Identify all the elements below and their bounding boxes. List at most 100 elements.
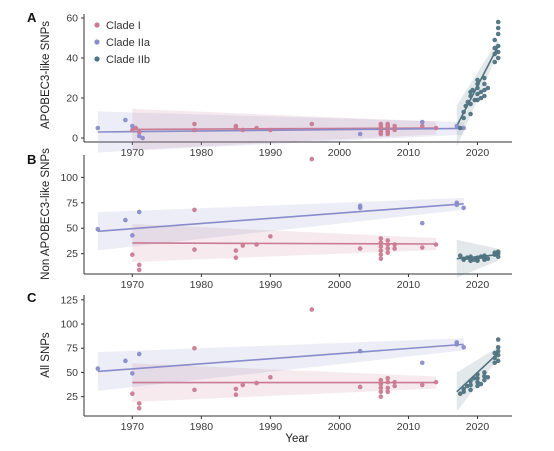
point-clade-iia — [461, 344, 466, 350]
point-clade-iib — [475, 91, 480, 97]
point-clade-i — [378, 244, 384, 249]
point-clade-iia — [123, 358, 128, 364]
point-clade-iib — [471, 375, 477, 381]
point-clade-i — [392, 127, 397, 133]
point-clade-iib — [495, 25, 501, 31]
fit-line-clade-iia — [97, 127, 464, 133]
x-tick-label: 1980 — [190, 147, 214, 159]
point-clade-iib — [478, 254, 484, 260]
point-clade-iib — [492, 355, 498, 361]
point-clade-i — [385, 242, 391, 247]
y-tick-label: 75 — [66, 197, 78, 209]
point-clade-iib — [475, 81, 480, 87]
point-clade-iib — [495, 19, 501, 25]
x-tick-label: 2000 — [328, 421, 352, 433]
x-tick-label: 1970 — [121, 421, 145, 433]
point-clade-iib — [475, 255, 480, 261]
point-clade-iia — [95, 366, 101, 371]
point-clade-i — [385, 375, 391, 381]
point-clade-iib — [478, 89, 484, 95]
point-clade-iib — [495, 348, 501, 354]
point-clade-i — [192, 387, 197, 393]
point-clade-iib — [468, 111, 473, 117]
point-clade-i — [419, 245, 425, 250]
point-clade-i — [392, 383, 397, 389]
point-clade-iib — [485, 374, 491, 380]
point-clade-i — [130, 391, 135, 397]
point-clade-iib — [495, 43, 501, 49]
point-clade-iib — [457, 125, 463, 131]
confidence-band-clade-iia — [97, 111, 464, 153]
x-tick-label: 1990 — [259, 279, 283, 291]
point-clade-i — [357, 384, 363, 390]
point-clade-i — [392, 246, 397, 251]
point-clade-iia — [130, 371, 135, 376]
point-clade-iib — [495, 344, 501, 350]
point-clade-iib — [468, 387, 473, 393]
plot-area: 0 20 40 60 1970 1980 1990 2000 2010 2020 25 50 75 100… — [60, 13, 512, 433]
x-axis-title: Year — [285, 433, 308, 445]
y-tick-label: 40 — [66, 53, 78, 65]
point-clade-iib — [495, 249, 501, 254]
point-clade-i — [254, 380, 259, 386]
point-clade-i — [419, 382, 425, 388]
point-clade-iib — [485, 256, 491, 262]
point-clade-i — [136, 262, 142, 268]
point-clade-iib — [482, 374, 487, 379]
point-clade-iia — [136, 133, 142, 139]
y-tick-label: 0 — [72, 133, 78, 145]
point-clade-iib — [475, 375, 480, 381]
point-clade-i — [385, 121, 391, 127]
x-tick-label: 1970 — [121, 147, 145, 159]
legend-marker-clade-iia — [94, 39, 100, 45]
panel-a-ylabel: APOBEC3-like SNPs — [40, 21, 52, 129]
point-clade-iib — [495, 49, 501, 55]
x-tick-label: 2020 — [466, 279, 490, 291]
point-clade-iib — [495, 352, 501, 358]
point-clade-iib — [475, 77, 480, 83]
y-tick-label: 100 — [60, 319, 78, 331]
point-clade-i — [385, 389, 391, 395]
y-tick-label: 50 — [66, 223, 78, 235]
point-clade-i — [392, 242, 397, 247]
point-clade-i — [268, 127, 273, 133]
point-clade-i — [392, 379, 397, 385]
point-clade-iia — [454, 200, 460, 206]
point-clade-iia — [140, 135, 145, 141]
x-tick-label: 2010 — [397, 279, 421, 291]
point-clade-iia — [419, 220, 425, 226]
point-clade-iib — [475, 383, 480, 389]
point-clade-iib — [492, 250, 498, 255]
x-tick-label: 2010 — [397, 147, 421, 159]
x-tick-label: 1990 — [259, 421, 283, 433]
x-tick-label: 2020 — [466, 421, 490, 433]
point-clade-iia — [419, 119, 425, 125]
point-clade-iib — [468, 378, 473, 384]
point-clade-iia — [419, 360, 425, 366]
point-clade-iia — [95, 226, 101, 232]
fit-line-clade-i — [132, 127, 437, 131]
point-clade-iib — [492, 350, 498, 356]
point-clade-iib — [495, 55, 501, 61]
point-clade-i — [385, 379, 391, 385]
y-tick-label: 100 — [60, 172, 78, 184]
point-clade-i — [240, 243, 246, 248]
fit-line-clade-iia — [97, 343, 464, 373]
x-tick-label: 1980 — [190, 421, 214, 433]
point-clade-i — [268, 374, 273, 380]
point-clade-i — [240, 382, 246, 388]
y-tick-label: 50 — [66, 367, 78, 379]
point-clade-iib — [485, 85, 491, 91]
point-clade-i — [130, 252, 135, 257]
point-clade-i — [233, 392, 239, 398]
point-clade-iib — [492, 37, 498, 43]
panel-a: 0 20 40 60 1970 1980 1990 2000 2010 2020 — [66, 13, 512, 159]
point-clade-iib — [468, 382, 473, 388]
point-clade-i — [254, 242, 259, 247]
point-clade-i — [254, 125, 259, 131]
point-clade-i — [385, 238, 391, 243]
point-clade-i — [233, 386, 239, 392]
point-clade-iib — [471, 257, 477, 263]
legend: Clade I Clade IIa Clade IIb — [94, 20, 151, 66]
point-clade-iib — [461, 115, 466, 121]
